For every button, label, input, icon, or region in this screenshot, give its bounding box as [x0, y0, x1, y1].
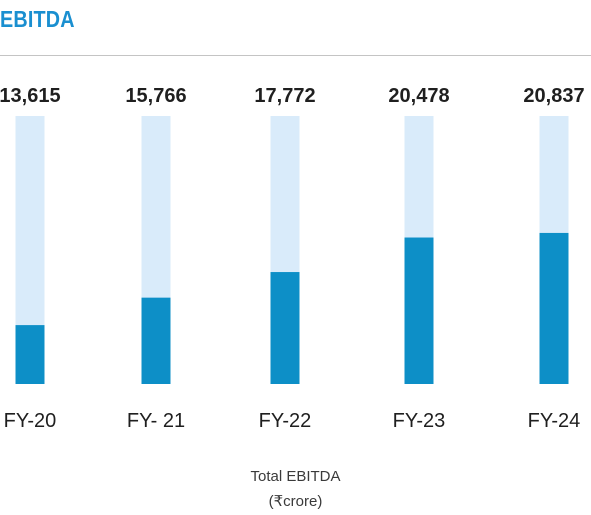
category-label: FY-22: [259, 410, 312, 432]
value-label: 20,478: [388, 85, 449, 107]
bar-chart: 13,615 FY-20 15,766 FY- 21 17,772 FY-22 20,478…: [0, 85, 585, 432]
bar: [404, 237, 434, 384]
x-axis-label: Total EBITDA: [250, 468, 341, 485]
category-label: FY- 21: [127, 410, 185, 432]
category-label: FY-23: [393, 410, 446, 432]
category-label: FY-24: [528, 410, 581, 432]
bar: [141, 297, 171, 384]
value-label: 17,772: [254, 85, 315, 107]
chart-title: EBITDA: [0, 6, 75, 32]
category-label: FY-20: [4, 410, 57, 432]
value-label: 20,837: [523, 85, 584, 107]
title-divider: [0, 55, 591, 56]
bar: [15, 325, 45, 384]
bar: [270, 272, 300, 384]
value-label: 13,615: [0, 85, 61, 107]
value-label: 15,766: [125, 85, 186, 107]
unit-label: (₹crore): [268, 493, 323, 510]
bar: [539, 232, 569, 384]
